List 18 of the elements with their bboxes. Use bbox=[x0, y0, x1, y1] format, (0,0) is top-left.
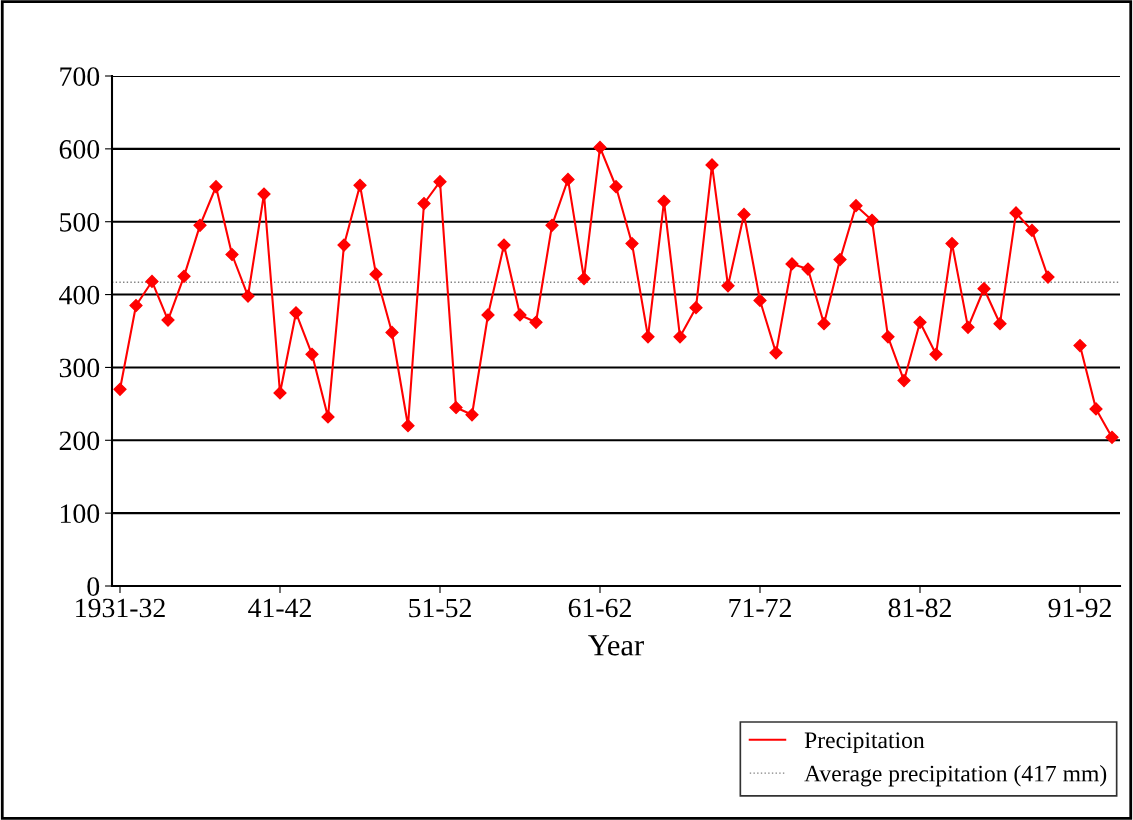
y-tick-label: 400 bbox=[59, 285, 100, 305]
x-tick-label: 81-82 bbox=[888, 598, 951, 618]
x-tick-label: 71-72 bbox=[729, 598, 791, 618]
y-tick-label: 0 bbox=[87, 577, 100, 596]
legend-label: Precipitation bbox=[804, 732, 925, 754]
y-tick-label: 300 bbox=[59, 358, 100, 378]
x-tick-label: 1931-32 bbox=[76, 598, 165, 618]
x-tick-label: 41-42 bbox=[248, 598, 311, 618]
y-tick-label: 600 bbox=[59, 140, 100, 159]
y-tick-label: 200 bbox=[59, 431, 100, 451]
x-tick-label: 51-52 bbox=[409, 598, 471, 618]
x-tick-label: 61-62 bbox=[568, 598, 631, 618]
legend-label: Average precipitation (417 mm) bbox=[804, 764, 1107, 787]
y-tick-label: 700 bbox=[60, 67, 100, 86]
y-tick-label: 500 bbox=[60, 212, 100, 232]
x-axis-title: Year bbox=[588, 635, 644, 656]
y-tick-label: 100 bbox=[60, 504, 100, 524]
x-tick-label: 91-92 bbox=[1048, 598, 1111, 618]
